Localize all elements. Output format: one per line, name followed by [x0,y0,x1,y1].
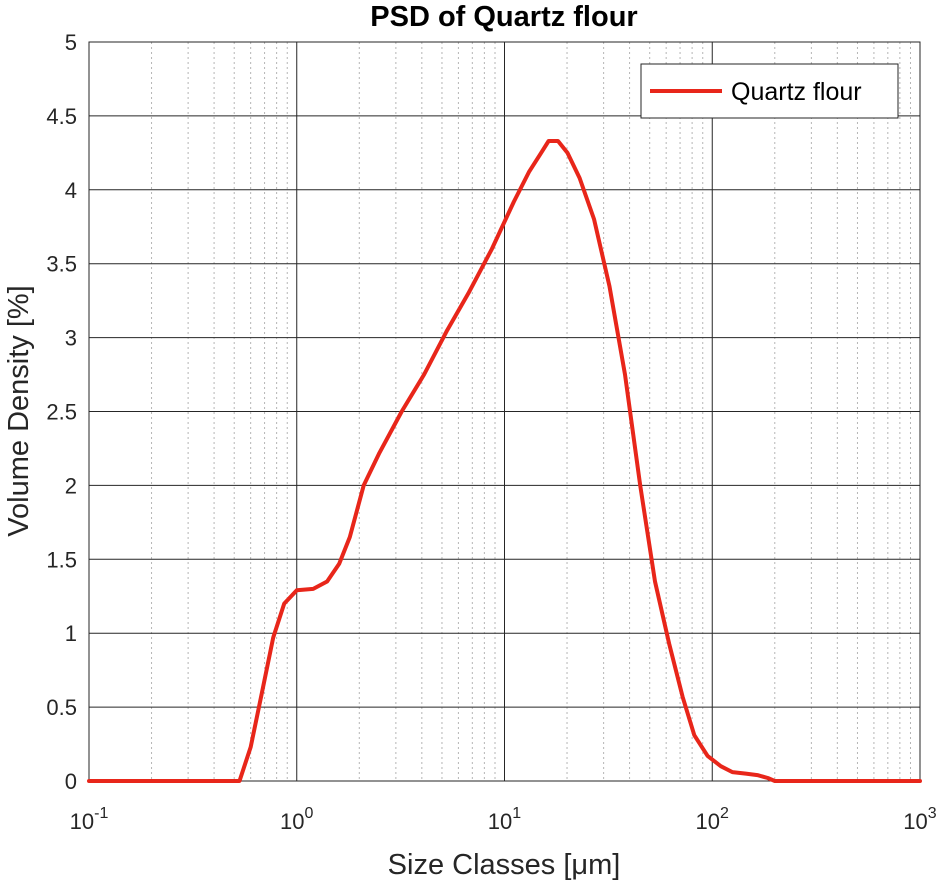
chart-title: PSD of Quartz flour [370,1,637,33]
x-tick-label: 103 [903,805,936,834]
y-tick-labels: 0 0.5 1 1.5 2 2.5 3 3.5 4 4.5 5 [46,30,77,794]
y-axis-label: Volume Density [%] [3,285,35,536]
x-tick-label: 10-1 [70,805,109,834]
y-tick-label: 0.5 [46,695,77,720]
y-tick-label: 2.5 [46,400,77,425]
y-tick-label: 5 [65,30,77,55]
y-tick-label: 3 [65,326,77,351]
minor-grid [151,42,911,781]
y-tick-label: 4 [65,178,77,203]
x-axis-label: Size Classes [μm] [388,849,621,881]
y-tick-label: 1.5 [46,547,77,572]
x-tick-label: 100 [280,805,313,834]
legend-label: Quartz flour [731,78,862,106]
series-layer [87,139,922,783]
series-line-quartz-flour [87,139,922,783]
y-tick-label: 2 [65,473,77,498]
y-tick-label: 3.5 [46,252,77,277]
plot-frame [88,41,921,782]
x-tick-labels: 10-1 100 101 102 103 [70,805,937,834]
x-tick-label: 101 [488,805,521,834]
x-tick-label: 102 [696,805,729,834]
y-tick-label: 0 [65,769,77,794]
y-tick-label: 1 [65,621,77,646]
y-tick-label: 4.5 [46,104,77,129]
legend: Quartz flour [640,63,899,119]
